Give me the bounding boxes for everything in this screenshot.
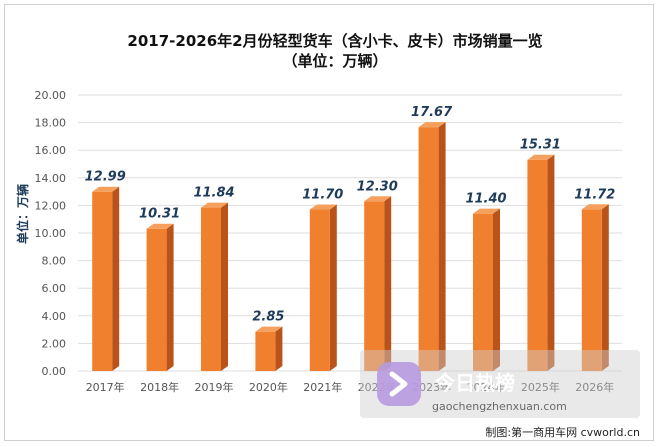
watermark-background: [360, 350, 640, 418]
watermark-logo: [377, 362, 421, 406]
bar-top: [92, 186, 120, 192]
y-tick-label: 6.00: [42, 282, 67, 295]
chart-title: 2017-2026年2月份轻型货车（含小卡、皮卡）市场销量一览: [127, 32, 542, 50]
bar-front: [255, 331, 276, 371]
bar-top: [527, 154, 555, 160]
y-tick-labels: 0.00 2.00 4.00 6.00 8.00 10.00 12.00 14.00 16.00…: [35, 89, 67, 378]
x-tick-label: 2024年: [467, 380, 506, 394]
bar-front: [201, 207, 221, 371]
chart-subtitle: （单位：万辆）: [282, 52, 387, 70]
y-tick-label: 4.00: [42, 310, 67, 323]
bar-front: [364, 201, 385, 371]
bar: [146, 223, 174, 371]
bar: [418, 122, 446, 372]
watermark: 今日热榜 gaochengzhenxuan.com: [360, 350, 640, 418]
bar-top: [364, 196, 392, 202]
bar-side: [493, 208, 500, 371]
watermark-text: 今日热榜: [435, 371, 515, 395]
bar: [255, 326, 283, 371]
bar-side: [166, 223, 174, 371]
x-tick-label: 2025年: [521, 380, 560, 394]
y-tick-label: 14.00: [35, 172, 67, 185]
bar: [527, 154, 555, 371]
bar-side: [112, 186, 120, 371]
bar-front: [527, 159, 548, 371]
data-label: 11.72: [574, 187, 615, 202]
data-label: 11.40: [465, 192, 506, 207]
watermark-url: gaochengzhenxuan.com: [432, 400, 567, 413]
bar-side: [275, 326, 283, 371]
y-tick-label: 8.00: [42, 255, 67, 268]
bar-side: [438, 122, 446, 372]
bar: [581, 204, 609, 371]
bar: [364, 196, 392, 371]
bar-front: [581, 209, 602, 371]
bar-top: [146, 223, 174, 229]
bar-top: [473, 208, 500, 214]
x-tick-label: 2023年: [412, 380, 451, 394]
x-tick-labels: 2017年2018年2019年2020年2021年2022年2023年2024年…: [86, 380, 615, 394]
data-label: 17.67: [411, 105, 453, 120]
x-tick-label: 2018年: [140, 380, 179, 394]
bar-front: [309, 209, 330, 371]
x-tick-label: 2026年: [575, 380, 614, 394]
bar-side: [601, 204, 609, 371]
y-tick-label: 2.00: [42, 337, 67, 350]
bar-top: [255, 326, 283, 332]
data-label: 2.85: [252, 310, 284, 325]
bar: [201, 202, 228, 371]
bar: [309, 204, 337, 371]
data-label: 12.30: [357, 179, 398, 194]
x-tick-label: 2019年: [195, 380, 234, 394]
bar-front: [418, 127, 439, 372]
bar-front: [473, 213, 493, 371]
y-tick-label: 18.00: [35, 117, 67, 130]
bar-top: [418, 122, 446, 128]
data-label: 11.84: [193, 186, 234, 201]
bar-side: [329, 204, 337, 371]
x-tick-label: 2020年: [249, 380, 288, 394]
bar-front: [146, 228, 167, 371]
x-tick-label: 2017年: [86, 380, 125, 394]
y-tick-label: 16.00: [35, 144, 67, 157]
source-note: 制图:第一商用车网 cvworld.cn: [485, 425, 640, 439]
y-tick-label: 20.00: [35, 89, 67, 102]
bar-side: [547, 154, 555, 371]
data-label: 10.31: [139, 207, 180, 222]
bar: [92, 186, 120, 371]
bar-top: [581, 204, 609, 210]
bar-top: [309, 204, 337, 210]
data-labels: 12.99 10.31 11.84 2.85 11.70 12.30 17.67 11.40 1…: [85, 105, 616, 325]
bars: [92, 122, 609, 372]
data-label: 12.99: [85, 170, 126, 185]
x-tick-label: 2021年: [303, 380, 342, 394]
bar-front: [92, 191, 113, 371]
y-tick-label: 10.00: [35, 227, 67, 240]
bar-side: [384, 196, 392, 371]
y-tick-label: 0.00: [42, 365, 67, 378]
bar-top: [201, 202, 228, 208]
bar: [473, 208, 500, 371]
y-axis-label: 单位：万辆: [15, 184, 30, 244]
bar-side: [221, 202, 228, 371]
data-label: 11.70: [302, 188, 343, 203]
y-tick-label: 12.00: [35, 199, 67, 212]
data-label: 15.31: [520, 138, 561, 153]
